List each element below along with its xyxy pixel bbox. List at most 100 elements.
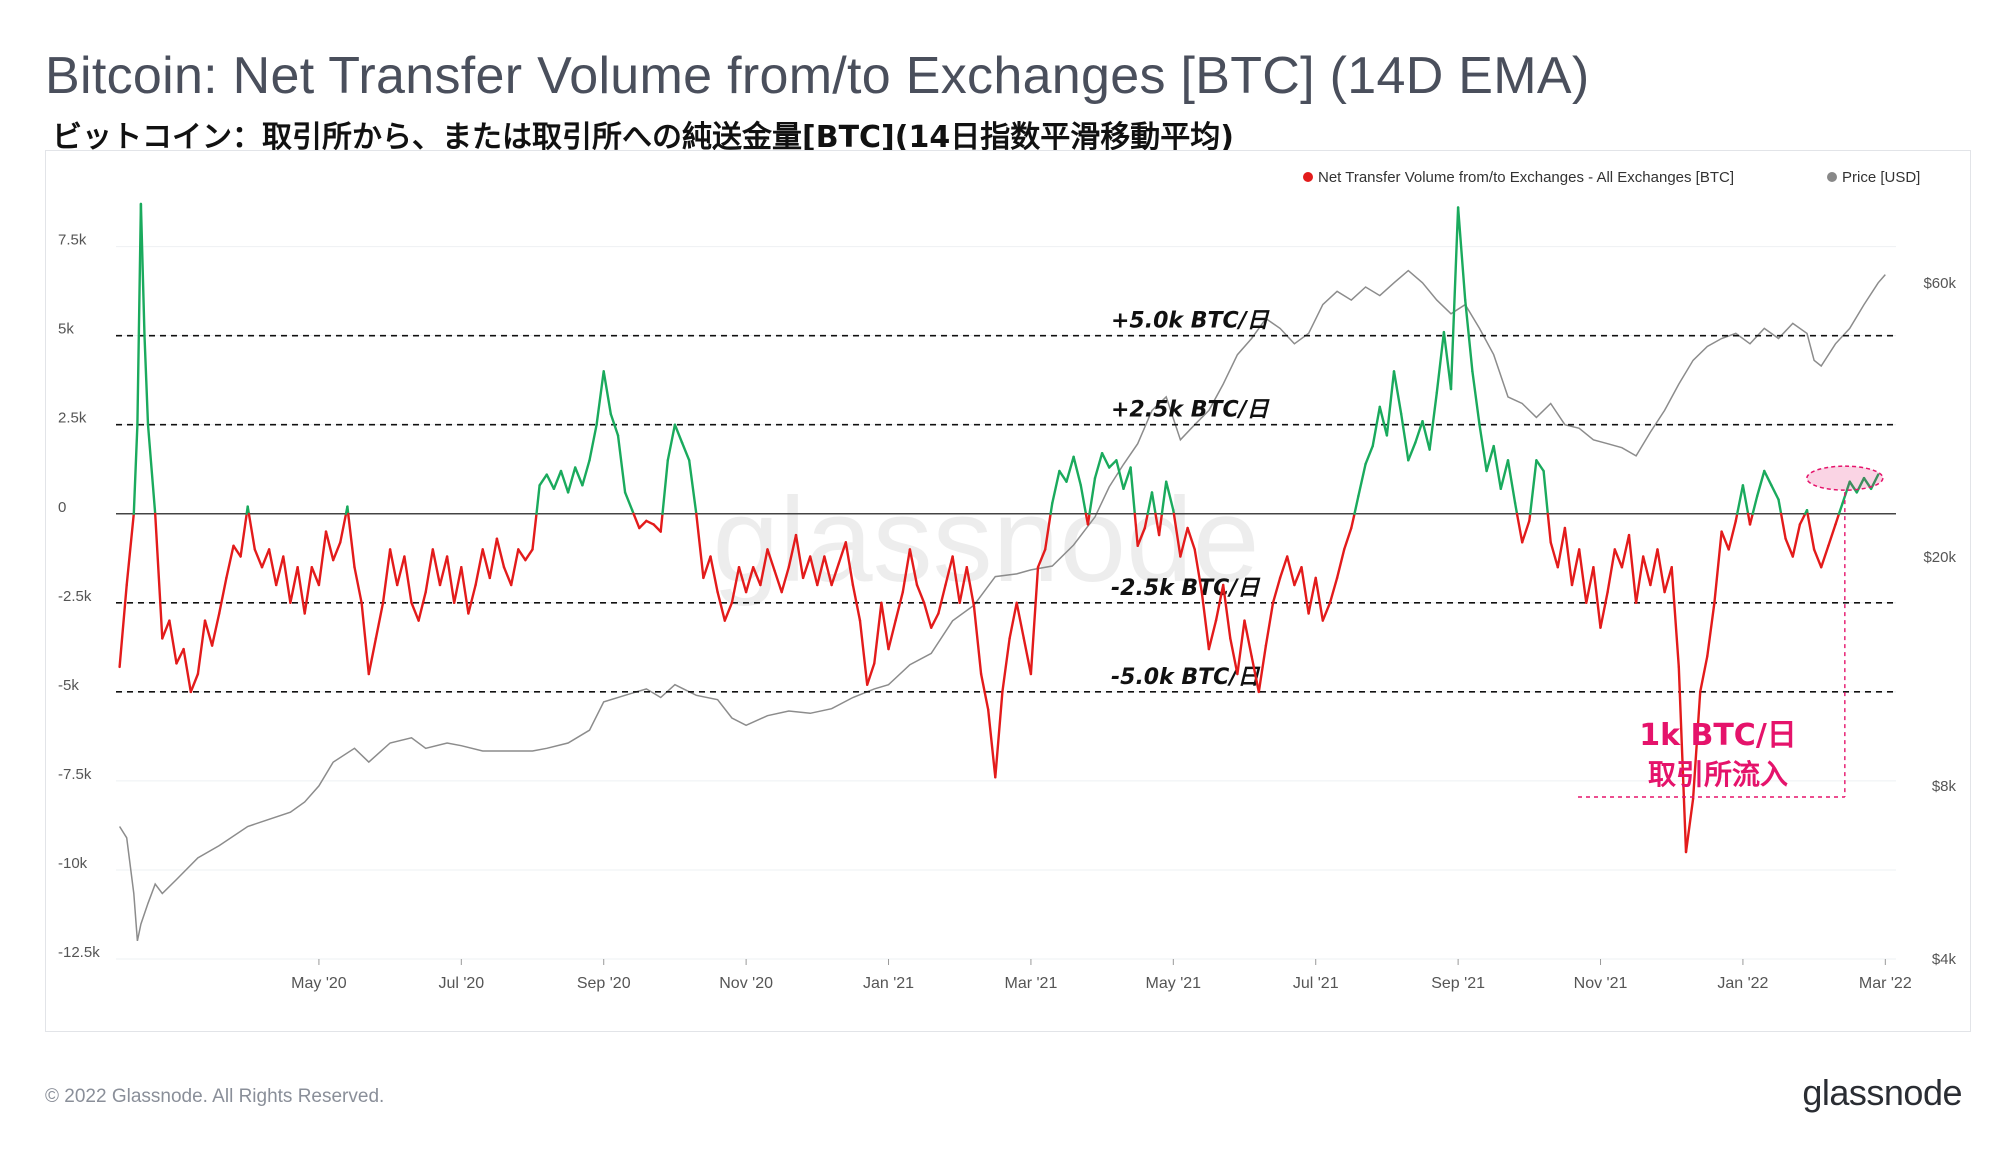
- net-transfer-segment-negative: [1350, 512, 1356, 530]
- net-transfer-segment-positive: [346, 505, 350, 515]
- net-transfer-segment-negative: [125, 512, 136, 587]
- x-tick-label: Jan '22: [1717, 975, 1768, 992]
- net-transfer-segment-negative: [310, 566, 321, 587]
- net-transfer-segment-negative: [388, 548, 399, 587]
- net-transfer-segment-positive: [1837, 501, 1844, 515]
- net-transfer-segment-negative: [1207, 619, 1218, 651]
- x-tick-label: Jan '21: [863, 975, 914, 992]
- net-transfer-segment-negative: [1221, 583, 1232, 640]
- net-transfer-segment-positive: [1499, 459, 1510, 490]
- net-transfer-segment-negative: [1727, 519, 1738, 551]
- net-transfer-segment-negative: [296, 566, 306, 615]
- net-transfer-segment-negative: [118, 583, 128, 669]
- net-transfer-segment-positive: [559, 469, 570, 494]
- y-right-tick-label: $20k: [1923, 549, 1956, 566]
- net-transfer-segment-positive: [1129, 466, 1137, 515]
- y-left-tick-label: -10k: [58, 855, 88, 872]
- net-transfer-segment-positive: [1407, 441, 1417, 462]
- net-transfer-segment-positive: [1115, 459, 1125, 490]
- net-transfer-segment-negative: [994, 690, 1004, 779]
- net-transfer-segment-negative: [659, 512, 664, 533]
- net-transfer-segment-positive: [1160, 480, 1168, 515]
- net-transfer-segment-negative: [431, 548, 442, 587]
- net-transfer-segment-positive: [139, 202, 146, 337]
- net-transfer-segment-negative: [1791, 523, 1802, 558]
- net-transfer-segment-positive: [1478, 423, 1488, 473]
- net-transfer-segment-negative: [217, 576, 228, 615]
- net-transfer-segment-positive: [146, 423, 157, 515]
- net-transfer-segment-positive: [688, 459, 698, 515]
- net-transfer-segment-negative: [324, 530, 335, 562]
- net-transfer-segment-positive: [1492, 444, 1503, 490]
- net-transfer-segment-negative: [153, 512, 164, 640]
- y-right-tick-label: $4k: [1932, 951, 1957, 968]
- reference-line-label: +5.0k BTC/日: [1111, 309, 1271, 334]
- net-transfer-segment-negative: [303, 566, 313, 615]
- net-transfer-segment-negative: [347, 512, 356, 569]
- net-transfer-segment-positive: [1353, 494, 1360, 515]
- net-transfer-segment-negative: [182, 647, 193, 694]
- net-transfer-segment-negative: [410, 601, 420, 622]
- net-transfer-segment-negative: [823, 555, 833, 587]
- net-transfer-segment-negative: [1008, 601, 1018, 640]
- net-transfer-segment-negative: [453, 566, 463, 604]
- net-transfer-segment-negative: [809, 555, 819, 587]
- net-transfer-segment-negative: [488, 537, 499, 580]
- net-transfer-segment-positive: [1051, 469, 1061, 505]
- x-tick-label: May '21: [1146, 975, 1202, 992]
- x-tick-label: Mar '22: [1859, 975, 1912, 992]
- net-transfer-segment-negative: [794, 533, 805, 580]
- net-transfer-segment-negative: [161, 619, 171, 640]
- net-transfer-segment-negative: [1285, 555, 1296, 587]
- net-transfer-segment-positive: [1399, 412, 1410, 462]
- net-transfer-segment-positive: [552, 469, 563, 490]
- net-transfer-segment-negative: [866, 662, 876, 686]
- net-transfer-segment-negative: [1720, 530, 1730, 551]
- net-transfer-segment-negative: [1157, 512, 1164, 537]
- net-transfer-segment-negative: [773, 569, 783, 594]
- x-tick-label: Jul '21: [1293, 975, 1339, 992]
- net-transfer-segment-negative: [367, 637, 378, 676]
- net-transfer-segment-positive: [566, 466, 577, 494]
- net-transfer-segment-negative: [189, 672, 200, 694]
- net-transfer-segment-negative: [1036, 548, 1047, 569]
- net-transfer-segment-negative: [1798, 512, 1807, 526]
- net-transfer-segment-negative: [723, 601, 734, 622]
- net-transfer-segment-negative: [1278, 555, 1289, 580]
- net-transfer-segment-negative: [1044, 512, 1052, 551]
- net-transfer-segment-negative: [1585, 566, 1595, 604]
- net-transfer-segment-negative: [1264, 601, 1275, 647]
- net-transfer-segment-negative: [1214, 583, 1225, 622]
- net-transfer-segment-negative: [837, 541, 847, 565]
- net-transfer-segment-positive: [535, 484, 541, 515]
- net-transfer-segment-negative: [702, 555, 712, 580]
- net-transfer-segment-negative: [1328, 576, 1339, 604]
- net-transfer-segment-positive: [581, 459, 591, 487]
- net-transfer-segment-positive: [1371, 405, 1382, 448]
- net-transfer-segment-negative: [247, 512, 257, 551]
- net-transfer-segment-positive: [1146, 491, 1154, 515]
- net-transfer-segment-negative: [830, 562, 840, 587]
- net-transfer-segment-negative: [403, 555, 413, 604]
- net-transfer-segment-negative: [1691, 690, 1702, 800]
- net-transfer-segment-negative: [1015, 601, 1025, 640]
- net-transfer-segment-negative: [1300, 566, 1310, 615]
- net-transfer-segment-negative: [1819, 544, 1830, 569]
- net-transfer-segment-negative: [716, 590, 726, 622]
- net-transfer-segment-positive: [1763, 469, 1773, 487]
- net-transfer-segment-negative: [759, 548, 769, 587]
- net-transfer-segment-negative: [1656, 548, 1666, 594]
- y-left-tick-label: 7.5k: [58, 232, 87, 249]
- net-transfer-segment-negative: [353, 566, 363, 604]
- x-tick-label: May '20: [291, 975, 347, 992]
- net-transfer-segment-negative: [1620, 533, 1631, 569]
- net-transfer-segment-positive: [1093, 452, 1104, 480]
- net-transfer-segment-positive: [1741, 484, 1750, 515]
- net-transfer-segment-negative: [474, 548, 484, 587]
- net-transfer-segment-negative: [1193, 548, 1204, 594]
- net-transfer-segment-negative: [424, 548, 434, 594]
- net-transfer-segment-negative: [1293, 566, 1303, 587]
- net-transfer-segment-negative: [1515, 512, 1524, 544]
- net-transfer-segment-negative: [417, 590, 427, 622]
- net-transfer-segment-negative: [1677, 665, 1688, 854]
